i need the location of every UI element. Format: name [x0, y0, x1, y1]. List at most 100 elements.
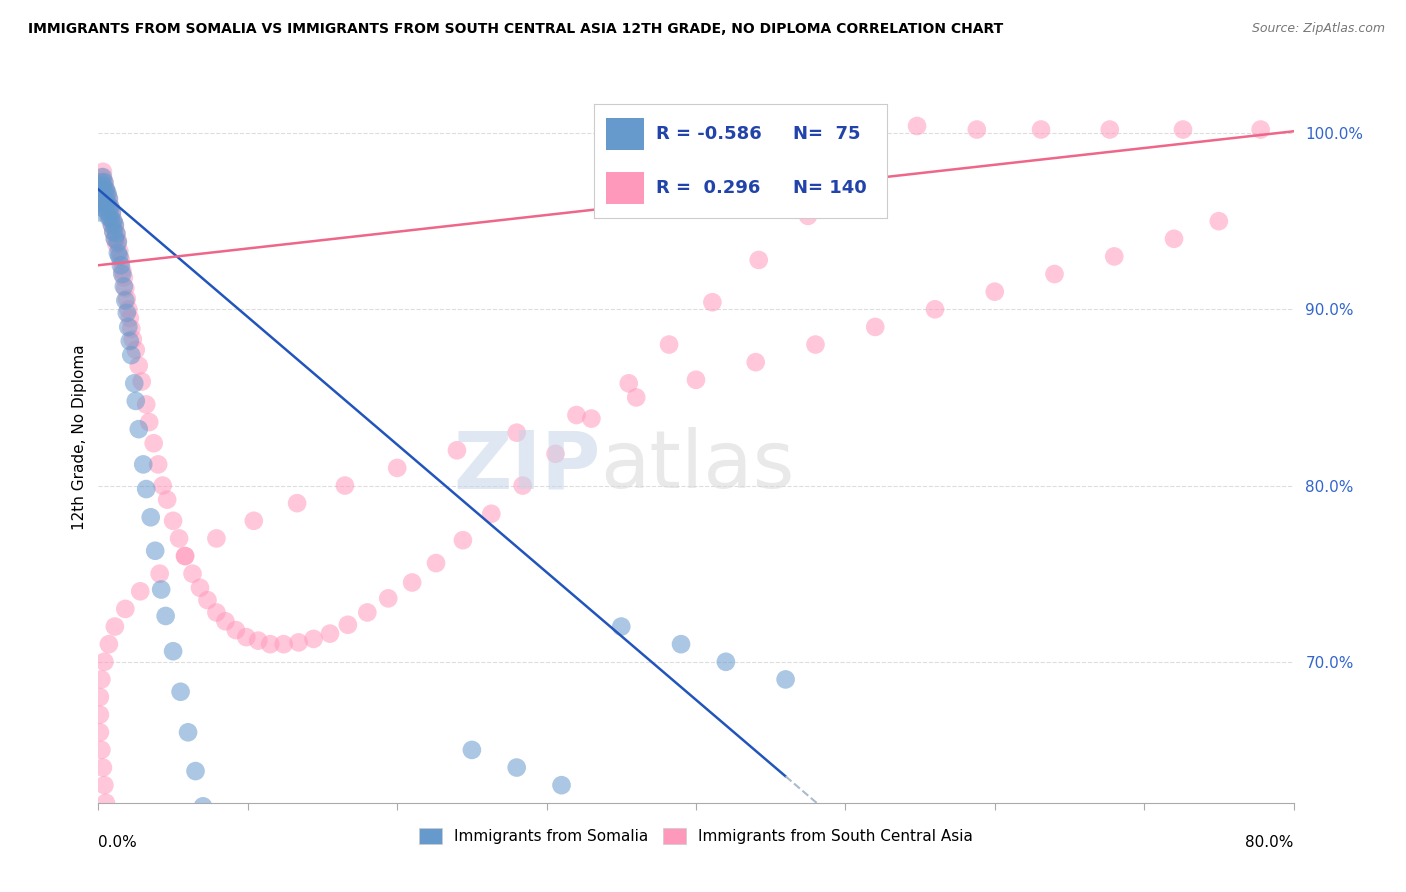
Point — [1043, 267, 1066, 281]
Point — [135, 482, 157, 496]
Y-axis label: 12th Grade, No Diploma: 12th Grade, No Diploma — [72, 344, 87, 530]
Point — [98, 211, 122, 225]
Point — [93, 196, 115, 211]
Point — [1104, 249, 1126, 263]
Point — [152, 478, 174, 492]
Point — [205, 532, 228, 546]
Point — [104, 232, 127, 246]
Point — [745, 355, 768, 369]
Point — [114, 293, 136, 308]
Point — [135, 397, 157, 411]
Point — [101, 205, 124, 219]
Point — [108, 244, 131, 259]
Point — [90, 182, 112, 196]
Point — [91, 174, 114, 188]
Point — [550, 778, 572, 792]
Point — [89, 725, 111, 739]
Point — [162, 514, 184, 528]
Point — [184, 764, 207, 778]
Point — [93, 194, 115, 209]
Point — [169, 685, 191, 699]
Point — [110, 258, 132, 272]
Point — [1163, 232, 1185, 246]
Point — [89, 690, 111, 704]
Point — [446, 443, 468, 458]
Point — [110, 252, 132, 267]
Point — [114, 281, 136, 295]
Point — [111, 263, 134, 277]
Point — [108, 249, 131, 263]
Point — [97, 831, 120, 846]
Point — [966, 122, 988, 136]
Point — [287, 635, 309, 649]
Point — [94, 796, 117, 810]
Point — [89, 175, 111, 189]
Point — [93, 175, 115, 189]
Point — [107, 246, 129, 260]
Text: 0.0%: 0.0% — [98, 835, 138, 849]
Point — [506, 760, 529, 774]
Point — [143, 543, 166, 558]
Point — [285, 496, 308, 510]
Point — [1171, 122, 1194, 136]
Point — [336, 617, 359, 632]
Point — [93, 778, 115, 792]
Point — [90, 196, 112, 211]
Point — [685, 373, 707, 387]
Point — [91, 178, 114, 193]
Point — [617, 376, 640, 391]
Point — [225, 623, 247, 637]
Point — [94, 193, 117, 207]
Point — [103, 225, 125, 239]
Point — [112, 279, 135, 293]
Point — [90, 191, 112, 205]
Point — [98, 200, 122, 214]
Point — [111, 267, 134, 281]
Point — [139, 510, 162, 524]
Point — [118, 334, 141, 348]
Point — [89, 178, 111, 193]
Point — [120, 321, 142, 335]
Point — [91, 187, 114, 202]
Point — [90, 673, 112, 687]
Point — [865, 320, 887, 334]
Point — [105, 227, 128, 241]
Point — [512, 478, 534, 492]
Point — [167, 532, 190, 546]
Point — [121, 332, 143, 346]
Point — [103, 214, 125, 228]
Point — [98, 211, 122, 225]
Point — [94, 202, 117, 216]
Point — [104, 619, 127, 633]
Point — [565, 408, 588, 422]
Point — [117, 320, 139, 334]
Point — [104, 218, 127, 232]
Point — [506, 425, 529, 440]
Point — [91, 184, 114, 198]
Point — [118, 311, 141, 326]
Point — [451, 533, 474, 548]
Point — [94, 203, 117, 218]
Point — [94, 182, 117, 196]
Text: 80.0%: 80.0% — [1246, 835, 1294, 849]
Point — [205, 606, 228, 620]
Point — [93, 184, 115, 198]
Point — [91, 196, 114, 211]
Text: Source: ZipAtlas.com: Source: ZipAtlas.com — [1251, 22, 1385, 36]
Legend: Immigrants from Somalia, Immigrants from South Central Asia: Immigrants from Somalia, Immigrants from… — [412, 822, 980, 850]
Point — [96, 186, 118, 200]
Point — [235, 630, 257, 644]
Point — [984, 285, 1007, 299]
Point — [103, 214, 125, 228]
Point — [97, 211, 120, 225]
Point — [259, 637, 281, 651]
Point — [626, 391, 648, 405]
Point — [200, 834, 222, 848]
Point — [117, 302, 139, 317]
Point — [302, 632, 325, 646]
Point — [333, 478, 356, 492]
Point — [104, 219, 127, 234]
Point — [156, 492, 179, 507]
Point — [702, 295, 724, 310]
Point — [174, 549, 197, 563]
